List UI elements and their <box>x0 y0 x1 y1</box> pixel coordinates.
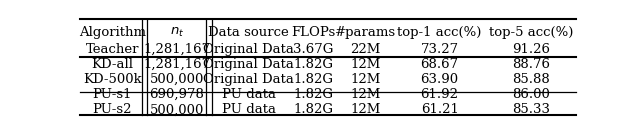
Text: 1.82G: 1.82G <box>293 88 333 101</box>
Text: Algorithm: Algorithm <box>79 26 146 39</box>
Text: PU data: PU data <box>221 103 276 116</box>
Text: 63.90: 63.90 <box>420 73 459 86</box>
Text: #params: #params <box>335 26 396 39</box>
Text: top-5 acc(%): top-5 acc(%) <box>489 26 573 39</box>
Text: 61.21: 61.21 <box>420 103 458 116</box>
Text: 1.82G: 1.82G <box>293 103 333 116</box>
Text: 68.67: 68.67 <box>420 58 459 71</box>
Text: 500,000: 500,000 <box>150 103 204 116</box>
Text: 61.92: 61.92 <box>420 88 459 101</box>
Text: 12M: 12M <box>350 73 380 86</box>
Text: 88.76: 88.76 <box>513 58 550 71</box>
Text: 91.26: 91.26 <box>513 43 550 56</box>
Text: FLOPs: FLOPs <box>291 26 335 39</box>
Text: 86.00: 86.00 <box>513 88 550 101</box>
Text: 12M: 12M <box>350 58 380 71</box>
Text: PU-s2: PU-s2 <box>93 103 132 116</box>
Text: PU data: PU data <box>221 88 276 101</box>
Text: 500,000: 500,000 <box>150 73 204 86</box>
Text: Original Data: Original Data <box>204 43 294 56</box>
Text: 22M: 22M <box>350 43 380 56</box>
Text: 1.82G: 1.82G <box>293 58 333 71</box>
Text: Original Data: Original Data <box>204 58 294 71</box>
Text: Teacher: Teacher <box>86 43 139 56</box>
Text: Data source: Data source <box>208 26 289 39</box>
Text: 1,281,167: 1,281,167 <box>143 43 211 56</box>
Text: PU-s1: PU-s1 <box>93 88 132 101</box>
Text: 690,978: 690,978 <box>149 88 204 101</box>
Text: top-1 acc(%): top-1 acc(%) <box>397 26 482 39</box>
Text: Original Data: Original Data <box>204 73 294 86</box>
Text: 85.88: 85.88 <box>513 73 550 86</box>
Text: KD-500k: KD-500k <box>83 73 141 86</box>
Text: 1,281,167: 1,281,167 <box>143 58 211 71</box>
Text: 85.33: 85.33 <box>513 103 550 116</box>
Text: 73.27: 73.27 <box>420 43 459 56</box>
Text: 12M: 12M <box>350 103 380 116</box>
Text: 1.82G: 1.82G <box>293 73 333 86</box>
Text: 3.67G: 3.67G <box>293 43 333 56</box>
Text: 12M: 12M <box>350 88 380 101</box>
Text: $n_t$: $n_t$ <box>170 26 184 39</box>
Text: KD-all: KD-all <box>92 58 133 71</box>
